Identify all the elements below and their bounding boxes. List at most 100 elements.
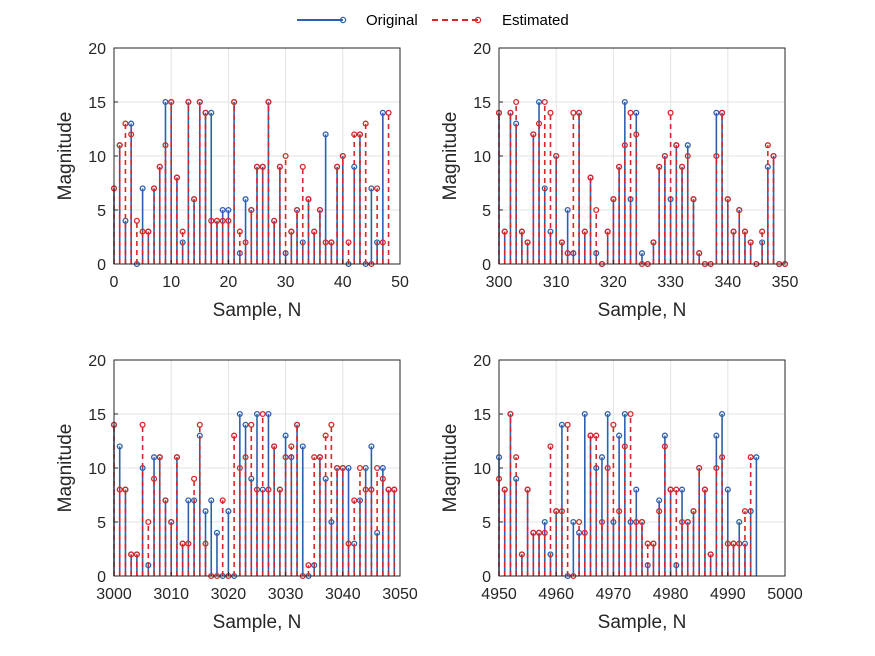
stem-marker [524,486,531,493]
x-tick-label: 3040 [325,586,361,603]
stem-marker [168,518,175,526]
y-tick-label: 0 [482,569,491,586]
stem-marker [253,486,261,493]
stem-marker [185,98,192,106]
stem-marker [690,508,697,515]
stem-marker [644,540,651,547]
stem-marker [541,529,548,536]
stem-marker [627,109,634,116]
stem-marker [133,551,140,558]
stem-marker [345,464,352,472]
y-tick-label: 15 [88,95,106,112]
x-tick-label: 4990 [710,586,746,603]
stem-marker [351,131,358,138]
stem-marker [741,228,749,235]
stem-marker [345,540,352,547]
x-tick-label: 320 [600,274,627,291]
stem-marker [242,421,249,428]
stem-marker [253,410,261,418]
x-tick-label: 4980 [653,586,689,603]
stem-marker [627,410,634,418]
stem-marker [564,206,571,214]
x-tick-label: 3030 [268,586,304,603]
x-tick-label: 300 [486,274,513,291]
stem-marker [696,250,703,257]
stem-marker [656,508,663,515]
stem-marker [379,464,386,472]
stem-marker [374,464,381,472]
stem-marker [661,443,668,450]
stem-marker [621,98,628,106]
stem-marker [747,239,754,246]
stem-marker [535,120,543,127]
stem-marker [678,163,686,170]
stem-marker [213,217,221,224]
stem-marker [379,475,386,482]
stem-marker [736,518,743,526]
stem-marker [202,540,209,547]
stem-marker [311,454,318,461]
stem-marker [162,98,169,106]
stem-marker [684,518,691,526]
stem-marker [116,443,123,450]
stem-marker [547,109,554,116]
y-tick-label: 15 [473,407,491,424]
stem-marker [356,464,364,472]
stem-marker [656,163,663,170]
x-axis-label: Sample, N [598,612,687,633]
stem-marker [339,464,346,472]
stem-marker [610,196,617,203]
stem-marker [185,540,192,547]
y-tick-label: 0 [97,257,106,274]
stem-marker [305,196,312,203]
stem-marker [208,217,215,224]
x-tick-label: 5000 [767,586,803,603]
stem-marker [271,217,278,224]
stem-marker [558,508,565,515]
stem-marker [236,464,243,472]
stem-marker [724,196,731,203]
stem-marker [621,410,628,418]
stem-marker [219,206,226,214]
stem-marker [311,228,318,235]
stem-marker [730,540,737,547]
stem-marker [650,540,657,547]
stem-marker [673,142,680,149]
stem-marker [719,410,726,418]
stem-marker [328,239,335,246]
stem-marker [185,497,192,504]
legend-original-marker [339,16,347,24]
stem-marker [362,486,369,493]
stem-marker [661,432,668,439]
y-tick-label: 20 [88,353,106,370]
stem-marker [259,410,266,418]
stem-marker [501,228,508,235]
stem-marker [570,109,577,116]
stem-marker [581,529,588,536]
x-tick-label: 3000 [96,586,132,603]
stem-marker [128,120,135,127]
stem-marker [191,196,198,203]
stem-marker [179,540,186,547]
stem-marker [661,152,668,160]
stem-marker [604,464,611,472]
stem-marker [667,109,674,116]
stem-marker [553,152,560,160]
y-axis-label: Magnitude [440,112,461,201]
stem-marker [208,109,215,116]
y-tick-label: 5 [482,515,491,532]
stem-marker [316,206,323,214]
stem-marker [282,152,289,160]
stem-marker [610,421,617,428]
stem-marker [564,250,571,257]
stem-marker [598,518,606,526]
x-tick-label: 3010 [153,586,189,603]
stem-marker [530,529,537,536]
stem-marker [391,486,398,493]
stem-marker [719,109,726,116]
stem-marker [719,454,726,461]
x-tick-label: 4950 [481,586,517,603]
stem-marker [356,131,364,138]
stem-marker [587,174,594,181]
